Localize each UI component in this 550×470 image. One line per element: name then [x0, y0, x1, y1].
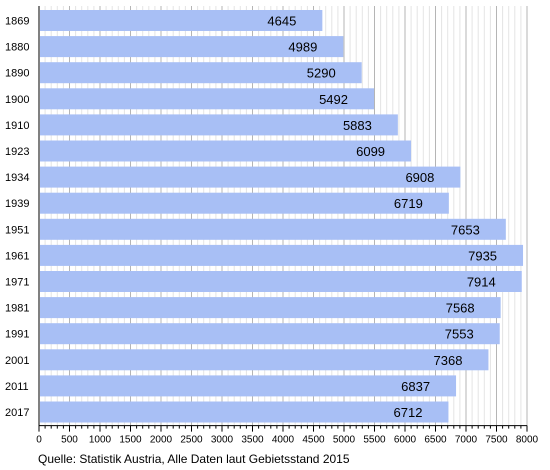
- x-tick-label: 8000: [516, 435, 539, 446]
- data-label: 7653: [451, 222, 480, 237]
- x-tick-label: 7500: [485, 435, 508, 446]
- x-tick-label: 0: [36, 435, 42, 446]
- category-label: 1971: [5, 277, 29, 289]
- x-tick-label: 1500: [119, 435, 142, 446]
- x-tick-label: 3000: [211, 435, 234, 446]
- bar: [40, 166, 461, 188]
- x-tick-label: 5500: [363, 435, 386, 446]
- data-label: 6837: [401, 379, 430, 394]
- x-tick-label: 5000: [333, 435, 356, 446]
- source-note: Quelle: Statistik Austria, Alle Daten la…: [38, 452, 350, 466]
- data-label: 6712: [394, 405, 423, 420]
- data-label: 4989: [288, 40, 317, 55]
- x-tick-label: 4000: [272, 435, 295, 446]
- category-label: 2017: [5, 407, 29, 419]
- bar: [40, 401, 449, 423]
- data-label: 5290: [307, 66, 336, 81]
- bar: [40, 140, 412, 162]
- category-label: 1939: [5, 198, 29, 210]
- x-tick-label: 3500: [241, 435, 264, 446]
- category-label: 1880: [5, 42, 29, 54]
- bar: [40, 323, 500, 345]
- bar-chart: 4645 4989 5290 5492 5883 6099 6908 6719 7653 7935…: [5, 6, 539, 446]
- category-label: 1910: [5, 120, 29, 132]
- category-label: 2011: [5, 381, 29, 393]
- category-label: 1869: [5, 16, 29, 28]
- category-label: 1900: [5, 94, 29, 106]
- data-label: 4645: [267, 14, 296, 29]
- category-label: 1981: [5, 303, 29, 315]
- x-tick-label: 6500: [424, 435, 447, 446]
- data-label: 7914: [467, 275, 496, 290]
- bar: [40, 62, 362, 84]
- category-label: 1934: [5, 172, 29, 184]
- data-label: 7553: [445, 327, 474, 342]
- category-label: 1890: [5, 68, 29, 80]
- data-label: 7568: [446, 301, 475, 316]
- category-label: 1923: [5, 146, 29, 158]
- x-tick-label: 2500: [180, 435, 203, 446]
- bars: 4645 4989 5290 5492 5883 6099 6908 6719 7653 7935…: [40, 10, 524, 423]
- category-label: 1961: [5, 250, 29, 262]
- data-label: 6099: [356, 144, 385, 159]
- bar: [40, 297, 501, 319]
- x-tick-label: 6000: [394, 435, 417, 446]
- bar: [40, 244, 524, 266]
- data-label: 7935: [468, 248, 497, 263]
- bar: [40, 114, 398, 136]
- category-label: 1951: [5, 224, 29, 236]
- bar: [40, 192, 449, 214]
- bar: [40, 271, 522, 292]
- x-tick-label: 2000: [150, 435, 173, 446]
- bar: [40, 349, 489, 371]
- bar: [40, 375, 457, 397]
- x-axis: 0 500 1000 1500 2000 2500 3000 3500 4000 4500 5000…: [36, 6, 539, 446]
- bar: [40, 88, 375, 110]
- x-tick-label: 4500: [302, 435, 325, 446]
- x-tick-label: 500: [61, 435, 78, 446]
- data-label: 6908: [405, 170, 434, 185]
- category-label: 1991: [5, 329, 29, 341]
- x-tick-label: 1000: [89, 435, 112, 446]
- x-tick-label: 7000: [455, 435, 478, 446]
- category-label: 2001: [5, 355, 29, 367]
- bar: [40, 36, 344, 58]
- bar: [40, 10, 323, 31]
- data-label: 7368: [434, 353, 463, 368]
- bar: [40, 218, 506, 240]
- y-axis-labels: 1869 1880 1890 1900 1910 1923 1934 1939 1951 1961…: [5, 16, 29, 420]
- data-label: 5883: [343, 118, 372, 133]
- data-label: 6719: [394, 196, 423, 211]
- data-label: 5492: [319, 92, 348, 107]
